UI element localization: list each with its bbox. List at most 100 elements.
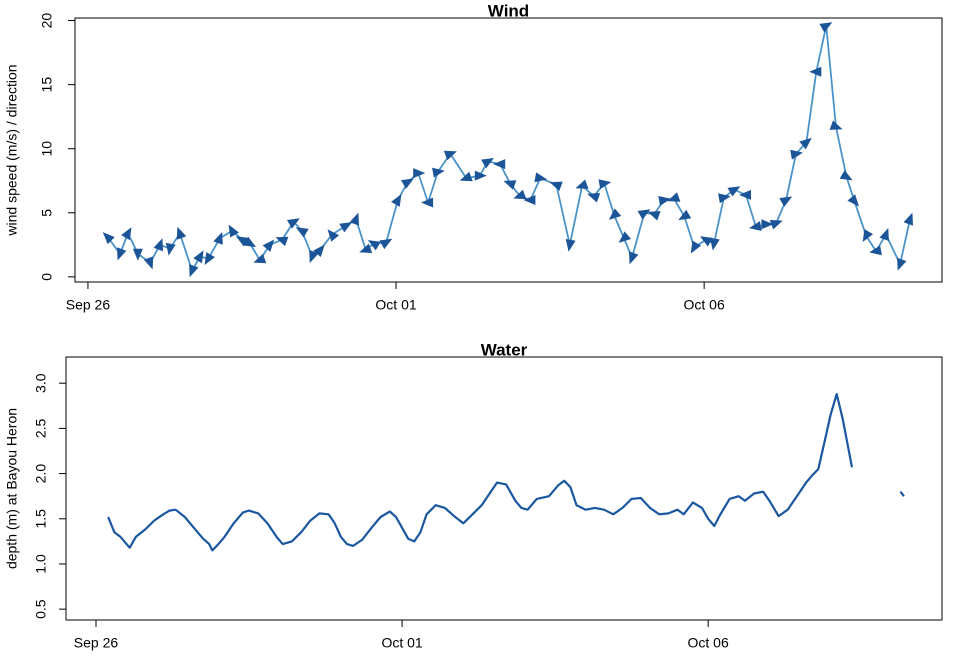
direction-arrow xyxy=(699,236,713,247)
direction-arrow xyxy=(349,212,359,226)
direction-arrow xyxy=(761,219,774,230)
direction-arrow xyxy=(262,239,275,252)
y-tick-label: 3.0 xyxy=(33,373,49,393)
direction-arrow xyxy=(678,209,692,221)
direction-arrow xyxy=(829,120,843,130)
direction-arrow xyxy=(313,244,325,258)
direction-arrow xyxy=(295,227,309,238)
direction-arrow xyxy=(204,252,215,265)
direction-arrow xyxy=(132,248,143,261)
direction-arrow xyxy=(637,209,651,220)
direction-arrow xyxy=(421,197,434,208)
direction-arrow xyxy=(503,180,517,190)
direction-arrow xyxy=(869,245,882,256)
x-tick-label: Sep 26 xyxy=(74,635,119,651)
x-tick-label: Oct 01 xyxy=(375,297,416,313)
direction-arrow xyxy=(608,208,622,220)
y-tick-label: 2.5 xyxy=(33,418,49,438)
direction-arrow xyxy=(565,239,576,252)
y-tick-label: 20 xyxy=(39,13,55,29)
direction-arrow xyxy=(513,189,527,200)
direction-arrow xyxy=(523,195,536,205)
direction-arrow xyxy=(799,137,812,150)
y-axis-label: depth (m) at Bayou Heron xyxy=(4,408,20,569)
direction-arrow xyxy=(862,229,874,242)
direction-arrow xyxy=(727,186,741,197)
direction-arrow xyxy=(903,212,913,226)
direction-arrow xyxy=(709,237,720,251)
direction-arrow xyxy=(819,22,833,33)
direction-arrow xyxy=(809,66,822,77)
direction-arrow xyxy=(228,224,239,238)
x-tick-label: Oct 06 xyxy=(688,635,729,651)
chart-title: Water xyxy=(481,340,528,359)
x-tick-label: Oct 01 xyxy=(381,635,422,651)
direction-arrow xyxy=(193,250,204,264)
direction-arrow xyxy=(391,193,402,207)
direction-arrow xyxy=(367,240,381,251)
direction-arrow xyxy=(847,194,859,207)
direction-arrow xyxy=(598,179,612,190)
direction-arrow xyxy=(275,236,289,247)
direction-arrow xyxy=(443,150,457,161)
direction-arrow xyxy=(153,238,163,252)
direction-arrow xyxy=(749,221,762,231)
direction-arrow xyxy=(658,195,671,206)
y-tick-label: 0.5 xyxy=(33,599,49,619)
direction-arrow xyxy=(339,222,353,233)
direction-arrow xyxy=(779,196,793,207)
direction-arrow xyxy=(189,264,199,278)
direction-arrow xyxy=(493,159,506,170)
direction-arrow xyxy=(739,189,751,200)
direction-arrow xyxy=(629,251,639,265)
direction-arrow xyxy=(143,256,154,270)
direction-arrow xyxy=(102,232,115,245)
direction-arrow xyxy=(549,181,563,192)
y-tick-label: 1.5 xyxy=(33,509,49,529)
direction-arrow xyxy=(897,257,907,271)
direction-arrow xyxy=(575,179,589,189)
direction-arrow xyxy=(117,247,127,261)
direction-arrow xyxy=(121,227,132,241)
x-tick-label: Sep 26 xyxy=(66,297,111,313)
direction-arrow xyxy=(253,253,267,264)
direction-arrow xyxy=(667,192,681,202)
direction-arrow xyxy=(379,238,393,250)
plot-frame xyxy=(74,17,943,283)
direction-arrow xyxy=(359,243,373,253)
direction-arrow xyxy=(459,171,473,182)
direction-arrow xyxy=(647,211,661,221)
direction-arrow xyxy=(165,242,176,256)
direction-arrow xyxy=(400,178,414,189)
direction-arrow xyxy=(839,170,853,181)
direction-arrow xyxy=(618,231,632,243)
direction-arrow xyxy=(534,172,548,183)
direction-arrow xyxy=(690,240,702,254)
direction-arrow xyxy=(176,226,187,240)
direction-arrow xyxy=(879,228,889,242)
data-line xyxy=(107,393,905,552)
direction-arrow xyxy=(481,158,494,169)
direction-arrow xyxy=(790,149,803,160)
x-tick-label: Oct 06 xyxy=(684,297,725,313)
y-axis-label: wind speed (m/s) / direction xyxy=(4,64,20,236)
direction-arrow xyxy=(587,193,601,203)
direction-arrow xyxy=(413,168,426,179)
direction-arrow xyxy=(432,167,445,178)
data-line xyxy=(106,24,911,272)
direction-arrow xyxy=(286,218,300,229)
y-tick-label: 5 xyxy=(39,209,55,217)
direction-arrow xyxy=(769,220,783,230)
y-tick-label: 10 xyxy=(39,141,55,157)
chart-title: Wind xyxy=(488,1,529,20)
plot-frame xyxy=(65,356,943,621)
y-tick-label: 2.0 xyxy=(33,464,49,484)
direction-arrow xyxy=(243,236,257,248)
direction-arrow xyxy=(718,193,731,204)
direction-arrow xyxy=(327,229,340,242)
y-tick-label: 0 xyxy=(39,273,55,281)
direction-arrow xyxy=(235,236,249,247)
direction-arrow xyxy=(213,231,223,245)
direction-arrow xyxy=(309,249,319,263)
